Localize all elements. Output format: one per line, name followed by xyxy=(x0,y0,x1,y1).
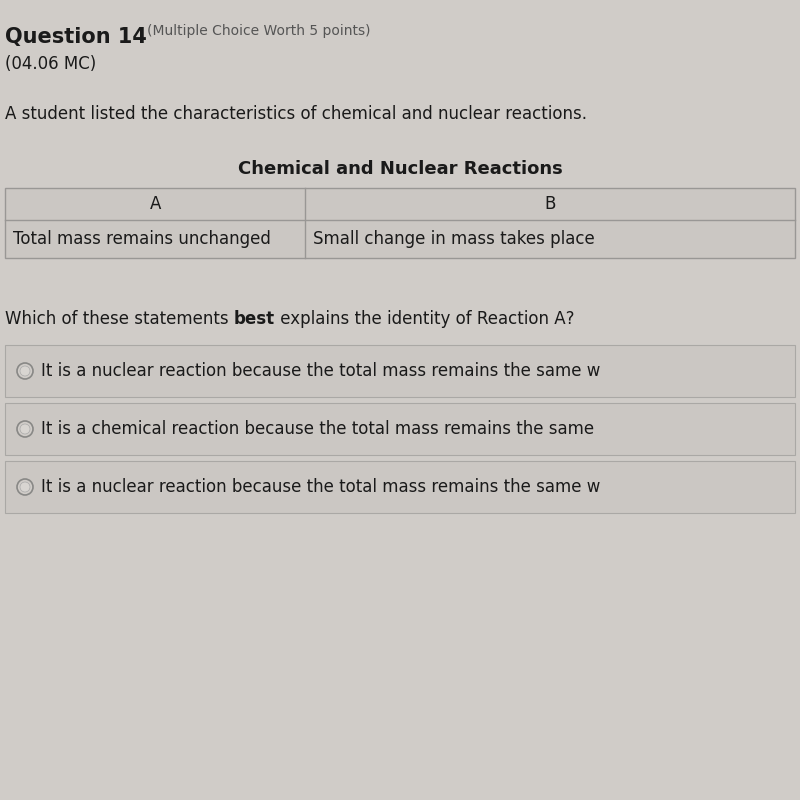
Text: It is a chemical reaction because the total mass remains the same: It is a chemical reaction because the to… xyxy=(41,420,594,438)
Text: Question 14: Question 14 xyxy=(5,27,147,47)
Text: It is a nuclear reaction because the total mass remains the same w: It is a nuclear reaction because the tot… xyxy=(41,362,600,380)
Bar xyxy=(5,403,795,455)
Circle shape xyxy=(17,421,33,437)
Circle shape xyxy=(20,366,30,376)
Text: best: best xyxy=(234,310,275,328)
Text: B: B xyxy=(545,195,556,213)
Circle shape xyxy=(17,363,33,379)
Text: Total mass remains unchanged: Total mass remains unchanged xyxy=(13,230,271,248)
Bar xyxy=(5,188,795,258)
Text: A: A xyxy=(150,195,161,213)
Text: Small change in mass takes place: Small change in mass takes place xyxy=(314,230,595,248)
Circle shape xyxy=(20,424,30,434)
Text: It is a nuclear reaction because the total mass remains the same w: It is a nuclear reaction because the tot… xyxy=(41,478,600,496)
Circle shape xyxy=(17,479,33,495)
Text: (04.06 MC): (04.06 MC) xyxy=(5,55,96,73)
Circle shape xyxy=(20,482,30,492)
Text: Chemical and Nuclear Reactions: Chemical and Nuclear Reactions xyxy=(238,160,562,178)
Bar xyxy=(5,461,795,513)
Text: Which of these statements: Which of these statements xyxy=(5,310,234,328)
Text: A student listed the characteristics of chemical and nuclear reactions.: A student listed the characteristics of … xyxy=(5,105,587,123)
Bar xyxy=(5,345,795,397)
Text: explains the identity of Reaction A?: explains the identity of Reaction A? xyxy=(275,310,574,328)
Text: (Multiple Choice Worth 5 points): (Multiple Choice Worth 5 points) xyxy=(147,24,370,38)
